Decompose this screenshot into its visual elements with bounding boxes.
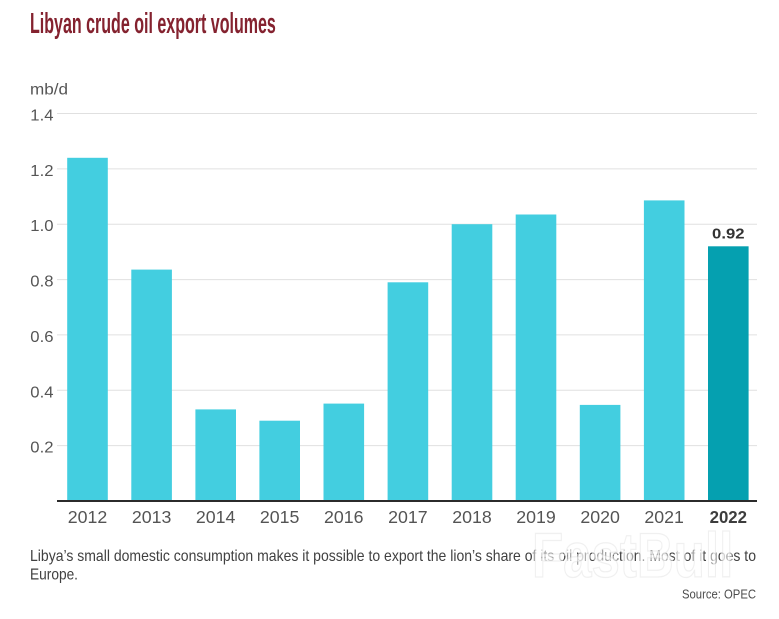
- svg-text:2012: 2012: [68, 507, 108, 527]
- svg-text:2017: 2017: [388, 507, 428, 527]
- svg-text:2013: 2013: [132, 507, 172, 527]
- svg-text:Europe.: Europe.: [30, 567, 78, 584]
- svg-text:2016: 2016: [324, 507, 364, 527]
- svg-text:Libya’s small domestic consump: Libya’s small domestic consumption makes…: [30, 548, 756, 565]
- svg-text:2021: 2021: [644, 507, 684, 527]
- svg-text:2014: 2014: [196, 507, 236, 527]
- svg-text:0.8: 0.8: [30, 274, 53, 291]
- svg-text:Source: OPEC: Source: OPEC: [682, 587, 756, 602]
- svg-text:2018: 2018: [452, 507, 492, 527]
- svg-text:0.92: 0.92: [712, 225, 745, 242]
- svg-text:1.4: 1.4: [30, 108, 53, 125]
- svg-text:2019: 2019: [516, 507, 556, 527]
- svg-text:mb/d: mb/d: [30, 82, 68, 99]
- svg-text:1.0: 1.0: [30, 218, 53, 235]
- svg-text:1.2: 1.2: [30, 163, 53, 180]
- svg-text:0.4: 0.4: [30, 384, 53, 401]
- svg-text:FastBull: FastBull: [532, 521, 733, 591]
- svg-text:FastBull: FastBull: [532, 521, 733, 591]
- svg-text:Libyan crude oil export volume: Libyan crude oil export volumes: [30, 7, 276, 39]
- svg-text:2020: 2020: [580, 507, 620, 527]
- svg-text:2022: 2022: [710, 507, 748, 527]
- svg-text:2015: 2015: [260, 507, 300, 527]
- svg-text:0.2: 0.2: [30, 440, 53, 457]
- svg-text:0.6: 0.6: [30, 329, 53, 346]
